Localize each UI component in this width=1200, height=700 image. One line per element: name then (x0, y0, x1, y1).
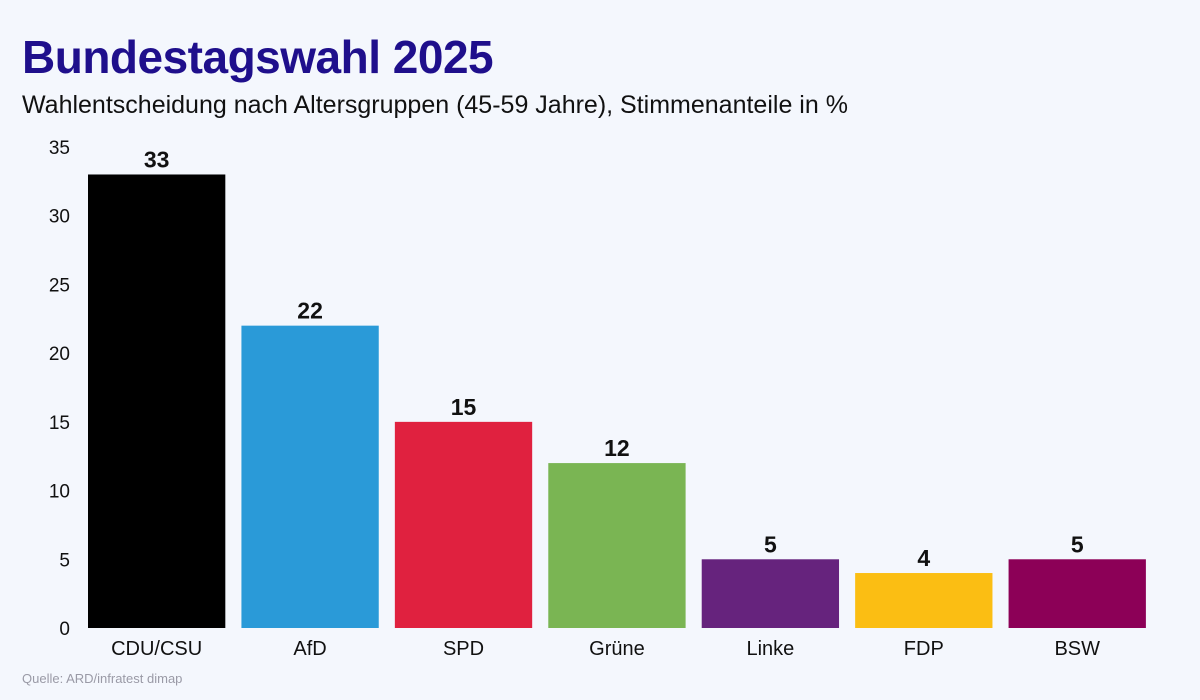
y-tick-label: 25 (49, 275, 70, 296)
category-label: FDP (904, 638, 944, 660)
bar (241, 325, 379, 628)
value-label: 15 (451, 394, 477, 420)
chart-title: Bundestagswahl 2025 (22, 31, 494, 83)
y-tick-label: 5 (59, 550, 70, 571)
value-label: 4 (917, 545, 930, 571)
y-tick-label: 15 (49, 413, 70, 434)
category-labels: CDU/CSU AfD SPD Grüne Linke FDP BSW (111, 638, 1100, 660)
category-label: SPD (443, 638, 484, 660)
y-tick-label: 10 (49, 482, 70, 503)
category-label: AfD (293, 638, 326, 660)
y-tick-label: 35 (49, 138, 70, 159)
value-label: 5 (764, 531, 777, 557)
bars (88, 174, 1146, 628)
bar (394, 421, 533, 628)
value-label: 5 (1071, 531, 1084, 557)
bar (548, 463, 686, 628)
bar (88, 174, 226, 628)
category-label: CDU/CSU (111, 638, 202, 660)
value-label: 12 (604, 435, 630, 461)
bar (1008, 559, 1146, 628)
value-labels: 33 22 15 12 5 4 5 (144, 146, 1084, 571)
category-label: Grüne (589, 638, 645, 660)
bar (701, 559, 840, 628)
chart-subtitle: Wahlentscheidung nach Altersgruppen (45-… (22, 91, 848, 119)
value-label: 33 (144, 146, 170, 172)
y-tick-label: 0 (59, 619, 70, 640)
y-tick-label: 30 (49, 207, 70, 228)
category-label: Linke (746, 638, 794, 660)
value-label: 22 (297, 298, 323, 324)
bar (855, 573, 993, 628)
y-axis: 0 5 10 15 20 25 30 35 (49, 138, 70, 640)
y-tick-label: 20 (49, 344, 70, 365)
category-label: BSW (1054, 638, 1100, 660)
source-note: Quelle: ARD/infratest dimap (22, 671, 183, 686)
